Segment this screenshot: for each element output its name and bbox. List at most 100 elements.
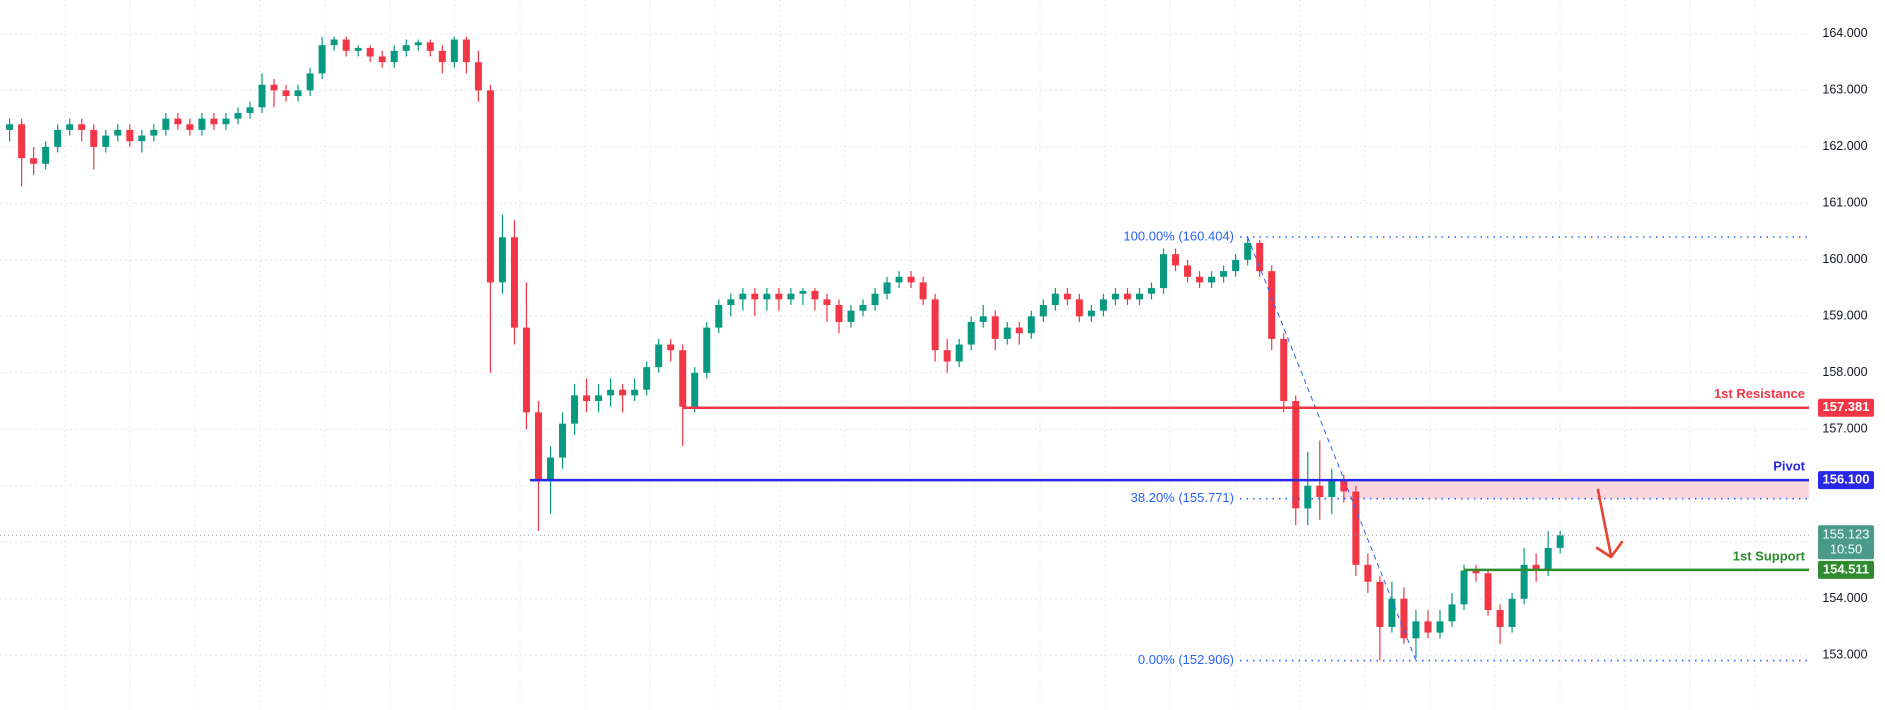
level-value-label: 157.381	[1823, 399, 1870, 414]
candle-body	[1244, 242, 1252, 260]
candle-body	[1412, 621, 1420, 639]
candle-body	[751, 293, 759, 300]
y-tick-label: 159.000	[1822, 309, 1867, 323]
candle-body	[823, 299, 831, 306]
fib-label: 0.00% (152.906)	[1138, 652, 1234, 667]
last-price-label: 155.123	[1823, 527, 1870, 542]
candle-body	[414, 42, 422, 46]
y-tick-label: 160.000	[1822, 252, 1867, 266]
candle-body	[1352, 491, 1360, 565]
candle-body	[162, 118, 170, 130]
candle-body	[775, 293, 783, 300]
candle-body	[18, 124, 26, 159]
zones	[1343, 480, 1809, 499]
candle-body	[979, 316, 987, 322]
candle-body	[1532, 564, 1540, 571]
candle-body	[847, 310, 855, 322]
candle-body	[1075, 299, 1083, 317]
candle-body	[210, 118, 218, 125]
candle-body	[1556, 535, 1564, 548]
y-tick-label: 153.000	[1822, 648, 1867, 662]
fib-label: 38.20% (155.771)	[1131, 490, 1234, 505]
candle-body	[1003, 327, 1011, 339]
candle-body	[907, 276, 915, 283]
candle-body	[1027, 316, 1035, 334]
y-tick-label: 157.000	[1822, 422, 1867, 436]
candle-body	[1160, 254, 1168, 289]
candle-body	[1123, 293, 1131, 300]
level-name: 1st Support	[1733, 548, 1806, 563]
candle-body	[1340, 480, 1348, 492]
candle-body	[1232, 259, 1240, 272]
candle-body	[835, 305, 843, 322]
candles	[6, 36, 1564, 661]
candle-body	[1328, 480, 1336, 498]
overlay: 100.00% (160.404) 38.20% (155.771) 0.00% (…	[0, 228, 1809, 667]
candle-body	[943, 350, 951, 362]
y-tick-label: 154.000	[1822, 591, 1867, 605]
candle-body	[931, 299, 939, 351]
candle-body	[1424, 621, 1432, 633]
candle-body	[486, 90, 494, 283]
candle-body	[426, 42, 434, 51]
y-tick-label: 161.000	[1822, 196, 1867, 210]
candle-body	[522, 327, 530, 413]
candle-body	[1304, 485, 1312, 509]
countdown: 10:50	[1830, 542, 1863, 557]
candle-body	[30, 158, 38, 164]
candle-body	[883, 282, 891, 294]
candle-body	[390, 50, 398, 63]
candle-body	[787, 293, 795, 300]
candle-body	[1184, 265, 1192, 277]
candle-body	[1087, 310, 1095, 317]
candle-body	[1388, 598, 1396, 627]
candle-body	[691, 372, 699, 407]
candle-body	[450, 39, 458, 63]
candle-body	[859, 305, 867, 311]
candle-body	[78, 124, 86, 130]
candle-body	[246, 107, 254, 113]
candle-body	[222, 118, 230, 125]
candle-body	[547, 457, 554, 481]
candle-body	[1436, 621, 1444, 633]
candle-body	[991, 316, 999, 339]
candle-body	[955, 344, 963, 362]
candle-body	[1400, 598, 1408, 639]
candle-body	[1208, 276, 1216, 283]
candle-body	[1544, 547, 1552, 571]
y-tick-label: 163.000	[1822, 83, 1867, 97]
candle-body	[1460, 570, 1468, 605]
candle-body	[366, 48, 374, 57]
down-arrow	[1595, 488, 1624, 559]
candle-body	[1268, 271, 1276, 339]
candle-body	[186, 124, 194, 130]
candle-body	[583, 395, 591, 402]
candle-body	[607, 389, 615, 396]
candle-body	[90, 129, 98, 147]
candle-body	[619, 389, 627, 396]
candle-body	[462, 39, 470, 63]
candle-body	[234, 112, 242, 119]
candle-body	[534, 412, 542, 481]
candle-body	[1051, 293, 1059, 306]
candle-body	[1172, 254, 1180, 266]
fib-label: 100.00% (160.404)	[1123, 228, 1234, 243]
candle-body	[174, 118, 182, 125]
candle-body	[150, 129, 158, 136]
candle-body	[643, 367, 651, 390]
candle-body	[1376, 581, 1384, 627]
candle-body	[1316, 485, 1324, 498]
candle-body	[595, 395, 603, 402]
candle-body	[1364, 564, 1372, 582]
candle-body	[498, 237, 506, 283]
candle-body	[114, 129, 122, 136]
fib-trend-line	[1247, 236, 1417, 661]
price-axis: 153.000154.000155.000156.000157.000158.0…	[1818, 26, 1874, 662]
candle-body	[42, 146, 50, 164]
candle-body	[270, 84, 278, 91]
candle-body	[1520, 564, 1528, 599]
candle-body	[667, 344, 675, 351]
candle-body	[1256, 242, 1264, 272]
candle-body	[306, 73, 314, 91]
